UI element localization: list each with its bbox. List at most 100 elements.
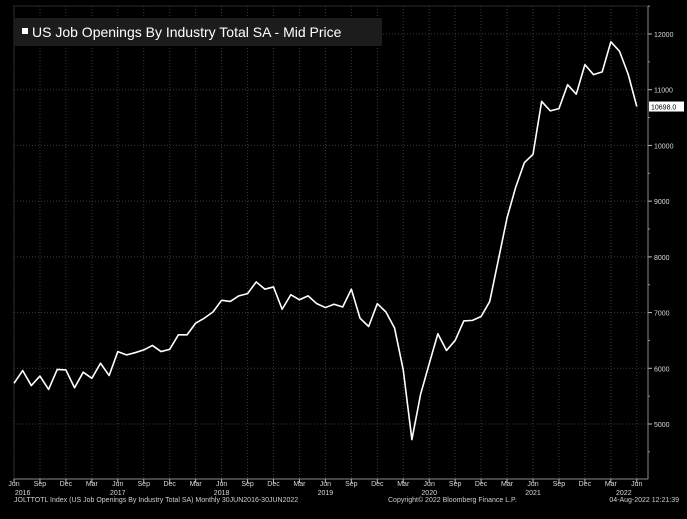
x-year-label: 2018 <box>214 490 230 497</box>
data-point <box>108 375 110 377</box>
data-point <box>204 317 206 319</box>
data-point <box>428 363 430 365</box>
data-point <box>273 286 275 288</box>
data-point <box>558 108 560 110</box>
x-tick-label: Sep <box>553 481 566 488</box>
x-year-label: 2021 <box>525 490 541 497</box>
data-point <box>636 106 638 108</box>
legend-marker-icon <box>22 28 28 34</box>
data-point <box>532 154 534 156</box>
series-line <box>13 40 638 441</box>
y-tick-label: 9000 <box>654 199 670 206</box>
data-point <box>152 345 154 347</box>
x-tick-label: Sep <box>34 481 47 488</box>
title-background <box>14 18 382 46</box>
data-point <box>394 327 396 329</box>
data-point <box>385 311 387 313</box>
x-tick-label: Sep <box>345 481 358 488</box>
y-tick-label: 12000 <box>654 32 674 39</box>
x-tick-label: Mar <box>86 481 99 488</box>
data-point <box>56 369 58 371</box>
data-point <box>195 322 197 324</box>
x-tick-label: Mar <box>293 481 306 488</box>
data-point <box>498 259 500 261</box>
data-point <box>610 41 612 43</box>
data-point <box>446 350 448 352</box>
x-year-label: 2017 <box>110 490 126 497</box>
data-point <box>333 303 335 305</box>
data-point <box>402 369 404 371</box>
chart-title-box: US Job Openings By Industry Total SA - M… <box>14 18 382 46</box>
x-tick-label: Jun <box>424 481 435 488</box>
data-point <box>13 383 15 385</box>
last-value-label: 10698.0 <box>651 105 676 112</box>
x-tick-label: Jun <box>527 481 538 488</box>
data-point <box>31 385 33 387</box>
data-point <box>160 351 162 353</box>
data-point <box>117 351 119 353</box>
x-tick-label: Jun <box>216 481 227 488</box>
data-point <box>212 311 214 313</box>
data-point <box>437 333 439 335</box>
data-point <box>368 326 370 328</box>
data-point <box>82 371 84 373</box>
data-point <box>541 101 543 103</box>
data-point <box>567 84 569 86</box>
data-point <box>299 299 301 301</box>
data-point <box>325 307 327 309</box>
data-point <box>506 217 508 219</box>
last-value-marker: 10698.0 <box>649 101 684 112</box>
data-point <box>601 71 603 73</box>
y-tick-label: 11000 <box>654 88 673 95</box>
data-point <box>619 50 621 52</box>
data-point <box>22 370 24 372</box>
last-value-badge <box>649 101 684 112</box>
x-tick-label: Sep <box>138 481 151 488</box>
data-point <box>420 394 422 396</box>
data-point <box>281 308 283 310</box>
footer-timestamp: 04-Aug-2022 12:21:39 <box>609 497 679 504</box>
series <box>13 40 638 441</box>
data-point <box>463 320 465 322</box>
data-point <box>584 64 586 66</box>
x-tick-label: Dec <box>579 481 592 488</box>
x-year-label: 2016 <box>15 490 31 497</box>
data-point <box>143 349 145 351</box>
data-point <box>74 387 76 389</box>
x-tick-label: Dec <box>475 481 488 488</box>
data-point <box>342 306 344 308</box>
y-tick-label: 7000 <box>654 311 670 318</box>
x-tick-label: Jun <box>8 481 19 488</box>
x-tick-label: Dec <box>163 481 176 488</box>
data-point <box>126 354 128 356</box>
x-year-label: 2022 <box>616 490 632 497</box>
data-point <box>247 293 249 295</box>
data-point <box>65 369 67 371</box>
footer-source: JOLTTOTL Index (US Job Openings By Indus… <box>14 497 299 504</box>
data-point <box>524 162 526 164</box>
data-point <box>290 294 292 296</box>
data-point <box>472 320 474 322</box>
data-point <box>593 74 595 76</box>
data-point <box>229 301 231 303</box>
data-point <box>134 352 136 354</box>
x-tick-label: Mar <box>501 481 514 488</box>
x-tick-label: Sep <box>449 481 462 488</box>
y-tick-label: 8000 <box>654 255 670 262</box>
data-point <box>489 301 491 303</box>
data-point <box>550 110 552 112</box>
y-tick-label: 6000 <box>654 366 670 373</box>
grid <box>13 5 649 480</box>
x-tick-label: Mar <box>605 481 618 488</box>
data-point <box>39 375 41 377</box>
data-point <box>186 334 188 336</box>
x-tick-label: Dec <box>371 481 384 488</box>
data-point <box>411 439 413 441</box>
x-year-label: 2019 <box>318 490 334 497</box>
data-point <box>91 378 93 380</box>
data-point <box>48 389 50 391</box>
data-point <box>359 317 361 319</box>
data-point <box>307 295 309 297</box>
